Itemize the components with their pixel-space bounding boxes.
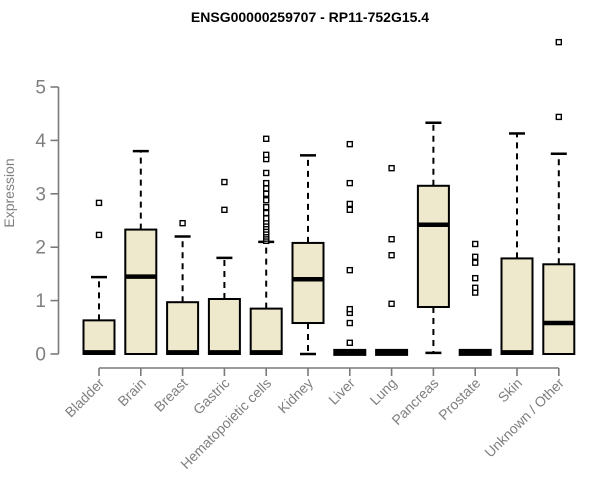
x-tick-label: Skin — [495, 375, 526, 406]
y-tick-label: 3 — [35, 184, 46, 205]
outlier-point — [346, 200, 353, 208]
outlier-point — [263, 215, 270, 222]
box-group-prostate — [458, 240, 492, 356]
outlier-point — [388, 252, 395, 259]
box-group-brain — [124, 149, 158, 355]
box-rect — [124, 228, 158, 355]
box-rect — [542, 263, 576, 355]
outlier-point — [388, 164, 395, 172]
x-tick-label: Bladder — [62, 375, 108, 421]
outlier-point — [221, 178, 228, 186]
boxes — [82, 38, 576, 356]
outlier-point — [263, 197, 270, 204]
x-tick-label: Brain — [114, 375, 148, 409]
box-rect — [249, 307, 283, 355]
outlier-point — [263, 169, 270, 177]
x-tick-label: Unknown / Other — [481, 375, 567, 461]
outlier-point — [263, 190, 270, 198]
outlier-point — [472, 253, 479, 261]
outlier-point — [95, 231, 103, 239]
outlier-point — [179, 219, 186, 227]
collapsed-box — [333, 348, 367, 356]
outlier-point — [346, 179, 353, 187]
collapsed-box — [375, 348, 409, 356]
box-rect — [207, 297, 241, 355]
box-group-breast — [166, 219, 200, 355]
collapsed-box — [458, 348, 492, 356]
outlier-point — [388, 300, 395, 308]
outlier-point — [263, 185, 270, 192]
box-group-liver — [333, 140, 367, 356]
outlier-point — [346, 206, 353, 214]
outlier-point — [472, 259, 479, 266]
y-axis-label: Expression — [1, 158, 17, 227]
outlier-point — [346, 140, 353, 148]
x-tick-label: Liver — [325, 375, 358, 408]
outlier-point — [472, 284, 479, 291]
outlier-point — [263, 151, 270, 159]
y-tick-label: 0 — [35, 345, 46, 366]
box-group-lung — [375, 164, 409, 356]
box-group-unknown-other — [542, 38, 576, 355]
box-group-hematopoietic-cells — [249, 135, 283, 355]
y-tick-label: 5 — [35, 78, 46, 99]
outlier-point — [555, 113, 562, 121]
box-rect — [82, 319, 116, 355]
outlier-point — [346, 305, 353, 313]
box-rect — [416, 184, 450, 309]
outlier-point — [472, 274, 479, 282]
box-rect — [500, 257, 534, 355]
outlier-point — [472, 240, 479, 248]
outlier-point — [263, 203, 270, 211]
outlier-point — [95, 199, 103, 207]
outlier-point — [346, 339, 353, 346]
chart-title: ENSG00000259707 - RP11-752G15.4 — [191, 9, 429, 25]
y-tick-label: 2 — [35, 238, 46, 259]
outlier-point — [346, 319, 353, 327]
box-group-skin — [500, 132, 534, 355]
outlier-point — [388, 235, 395, 243]
y-tick-label: 1 — [35, 291, 46, 312]
outlier-point — [263, 209, 270, 217]
box-rect — [166, 301, 200, 355]
x-tick-label: Breast — [151, 375, 191, 415]
x-tick-label: Prostate — [435, 375, 483, 423]
outlier-point — [555, 38, 562, 46]
x-tick-label: Lung — [366, 375, 399, 408]
outlier-point — [346, 266, 353, 274]
box-group-kidney — [291, 154, 325, 356]
box-group-pancreas — [416, 121, 450, 355]
outlier-point — [263, 179, 270, 187]
outlier-point — [263, 135, 270, 142]
outlier-point — [221, 206, 228, 214]
box-group-gastric — [207, 178, 241, 355]
box-rect — [291, 241, 325, 325]
y-tick-label: 4 — [35, 131, 46, 152]
box-group-bladder — [82, 199, 116, 355]
x-tick-label: Kidney — [275, 375, 317, 417]
